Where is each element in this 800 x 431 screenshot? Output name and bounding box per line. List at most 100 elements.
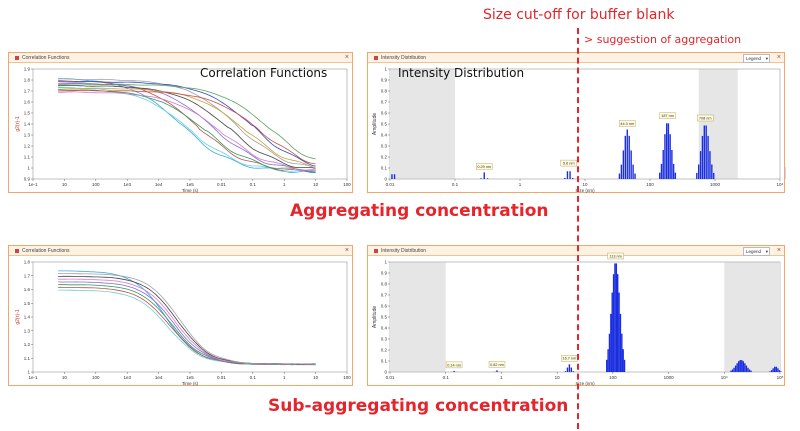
distribution-bar	[569, 171, 571, 179]
y-tick-label: 0.9	[381, 271, 388, 276]
distribution-bar	[486, 178, 489, 179]
legend-dropdown[interactable]: Legend	[742, 54, 770, 63]
x-tick-label: 1	[519, 182, 522, 187]
close-icon[interactable]: ×	[344, 54, 349, 61]
close-icon[interactable]: ×	[776, 247, 781, 254]
y-axis-label: Amplitude	[372, 306, 378, 328]
peak-label-box	[560, 159, 577, 167]
plot-area	[32, 261, 348, 373]
window-titlebar: Intensity Distribution	[368, 246, 784, 256]
distribution-bar	[697, 164, 700, 179]
y-tick-label: 0.6	[381, 304, 388, 309]
distribution-bar	[619, 313, 622, 372]
distribution-bar	[769, 371, 771, 372]
window-title: Intensity Distribution	[381, 55, 427, 61]
y-tick-label: 0.9	[381, 78, 388, 83]
legend-dropdown[interactable]: Legend	[742, 247, 770, 256]
distribution-bar	[778, 370, 781, 372]
close-icon[interactable]: ×	[344, 247, 349, 254]
window-icon	[15, 55, 19, 60]
y-tick-label: 0.7	[381, 293, 388, 298]
y-tick-label: 0.1	[381, 166, 388, 171]
distribution-bar	[621, 333, 623, 372]
y-tick-label: 1	[27, 166, 30, 171]
distribution-bar	[748, 369, 751, 372]
peak-label-box	[697, 114, 714, 122]
distribution-bar	[734, 365, 737, 372]
distribution-bar	[750, 370, 752, 372]
x-tick-label: 0.1	[250, 375, 257, 380]
close-icon[interactable]: ×	[776, 54, 781, 61]
y-tick-label: 0.4	[381, 133, 388, 138]
x-tick-label: 0.01	[386, 375, 395, 380]
distribution-bar	[634, 173, 636, 179]
distribution-bar	[733, 367, 735, 372]
y-tick-label: 1.1	[24, 155, 31, 160]
distribution-bar	[614, 263, 616, 372]
peak-label: 113 nm	[609, 254, 621, 258]
distribution-bar	[705, 125, 707, 179]
distribution-bar	[709, 151, 711, 179]
y-axis-label: Amplitude	[372, 113, 378, 135]
x-tick-label: 0.01	[386, 182, 395, 187]
distribution-bar	[483, 172, 485, 179]
distribution-bar	[564, 177, 566, 179]
peak-label: 0.29 nm	[477, 165, 491, 169]
aggregating-caption: Aggregating concentration	[290, 201, 549, 221]
distribution-bar	[703, 125, 706, 179]
x-tick-label: 100	[92, 182, 100, 187]
correlation-curve	[58, 78, 316, 169]
x-axis-label: Time (s)	[182, 188, 199, 193]
x-tick-label: 10	[313, 182, 319, 187]
x-tick-label: 0.1	[443, 375, 450, 380]
y-tick-label: 0.2	[381, 348, 388, 353]
distribution-bar	[628, 135, 630, 179]
window-title: Intensity Distribution	[381, 248, 427, 254]
distribution-bar	[568, 364, 571, 372]
y-tick-label: 1.4	[24, 315, 31, 320]
distribution-bar	[623, 359, 626, 372]
y-tick-label: 1.7	[24, 273, 31, 278]
x-tick-label: 10	[313, 375, 319, 380]
plot-area	[389, 261, 781, 373]
cutoff-title: Size cut-off for buffer blank	[483, 7, 675, 23]
peak-label: 708 nm	[699, 116, 712, 120]
distribution-bar	[391, 174, 393, 179]
y-tick-label: 0.3	[381, 144, 388, 149]
correlation-functions-window-top: Correlation Functions × 1.9 1.8 1.7 1.6 1.5 1…	[8, 52, 353, 193]
x-tick-label: 1	[500, 375, 503, 380]
distribution-bar	[774, 366, 776, 372]
x-tick-label: 10⁴	[777, 182, 784, 187]
distribution-bar	[570, 367, 573, 372]
window-title: Correlation Functions	[22, 248, 70, 254]
distribution-bar	[696, 172, 698, 179]
distribution-bar	[453, 370, 455, 372]
x-tick-label: 1e5	[186, 375, 194, 380]
window-icon	[374, 55, 378, 60]
peak-label: 44.3 nm	[620, 122, 634, 126]
distribution-bar	[777, 368, 779, 372]
x-tick-label: 1e-1	[28, 182, 38, 187]
y-tick-label: 1	[27, 370, 30, 375]
distribution-bar	[742, 361, 745, 372]
distribution-bar	[711, 164, 713, 179]
x-tick-label: 0.01	[217, 375, 226, 380]
intensity-plot: 1 0.9 0.8 0.7 0.6 0.5 0.4 0.3 0.2 0.1 00.01 0.1 1 10 1…	[372, 67, 786, 193]
distribution-bar	[731, 369, 734, 372]
x-tick-label: 1e4	[155, 375, 163, 380]
peak-label: 0.14 nm	[447, 363, 461, 367]
y-tick-label: 0.4	[381, 326, 388, 331]
distribution-bar	[737, 361, 740, 372]
distribution-bar	[632, 164, 634, 179]
distribution-bar	[713, 172, 715, 179]
x-tick-label: 1	[283, 375, 286, 380]
excluded-region	[390, 262, 446, 372]
x-axis-label: Size (nm)	[575, 381, 595, 386]
distribution-bar	[775, 366, 778, 372]
y-tick-label: 1.5	[24, 301, 31, 306]
x-axis-label: Size (nm)	[575, 188, 595, 193]
window-titlebar: Correlation Functions	[9, 53, 352, 63]
distribution-bar	[566, 171, 569, 179]
distribution-bar	[780, 371, 782, 372]
distribution-bar	[564, 371, 567, 372]
